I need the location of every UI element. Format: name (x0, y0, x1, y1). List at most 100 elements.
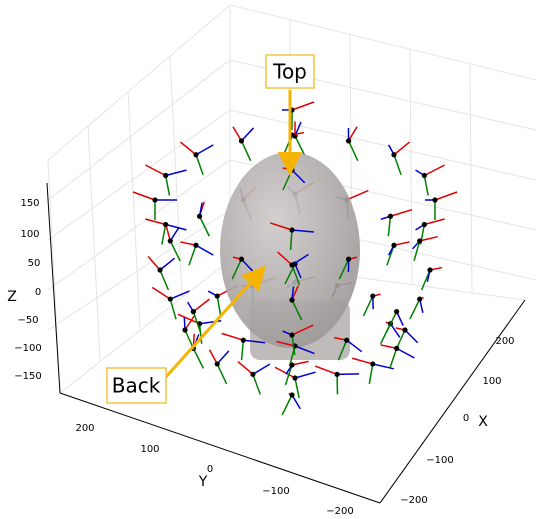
cam-axis (160, 258, 175, 270)
z-tick-label: 150 (20, 198, 39, 209)
cam-center (292, 375, 297, 380)
x-tick-label: −100 (426, 455, 453, 466)
cam-axis (166, 224, 187, 229)
cam-center (250, 372, 255, 377)
cam-center (289, 392, 294, 397)
axis-label: Z (7, 289, 17, 305)
cam-axis (189, 245, 196, 265)
cam-center (193, 152, 198, 157)
cam-axis (145, 165, 165, 176)
cam-center (391, 243, 396, 248)
cam-axis (253, 374, 260, 394)
y-tick-label: 100 (140, 444, 159, 455)
cam-axis (241, 128, 253, 141)
cam-axis (285, 365, 292, 385)
cam-center (427, 267, 432, 272)
cam-center (239, 138, 244, 143)
cam-axis (435, 192, 457, 200)
cam-axis (363, 296, 372, 316)
cam-center (432, 197, 437, 202)
cam-center (346, 138, 351, 143)
cam-center (370, 361, 375, 366)
cam-center (394, 309, 399, 314)
cam-axis (390, 348, 397, 368)
cam-center (402, 327, 407, 332)
cam-axis (217, 364, 226, 384)
cam-center (163, 173, 168, 178)
cam-center (289, 362, 294, 367)
cam-axis (241, 141, 250, 161)
cam-axis (390, 210, 411, 217)
x-tick-label: −200 (400, 495, 427, 506)
cam-axis (424, 176, 428, 196)
cam-axis (196, 145, 213, 155)
cam-axis (337, 374, 359, 375)
cam-axis (349, 141, 358, 161)
cam-center (241, 338, 246, 343)
plot: Top Back Z Y X 150100500−50−100−15020010… (0, 0, 536, 519)
z-tick-label: −50 (17, 315, 38, 326)
head (220, 152, 360, 360)
axis-line (60, 393, 380, 503)
cam-axis (238, 362, 253, 375)
cam-axis (369, 364, 372, 384)
z-tick-label: 0 (35, 287, 41, 298)
cam-center (346, 257, 351, 262)
cam-center (289, 262, 294, 267)
cam-center (289, 332, 294, 337)
cam-center (388, 214, 393, 219)
z-tick-label: 50 (28, 258, 41, 269)
cam-center (157, 267, 162, 272)
z-tick-label: −150 (14, 371, 41, 382)
cam-center (422, 173, 427, 178)
cam-axis (292, 102, 314, 110)
cam-axis (170, 291, 189, 299)
cam-axis (217, 296, 220, 316)
cam-center (215, 293, 220, 298)
cam-axis (352, 358, 373, 364)
cam-axis (162, 224, 166, 244)
cam-center (197, 214, 202, 219)
cam-axis (193, 299, 209, 311)
annotation: Back (112, 374, 161, 398)
cam-axis (133, 192, 155, 200)
cam-axis (295, 372, 316, 378)
axis-line (47, 183, 60, 393)
cam-center (193, 243, 198, 248)
cam-axis (347, 191, 369, 200)
cam-center (394, 346, 399, 351)
cam-axis (166, 176, 170, 196)
cam-axis (424, 165, 444, 176)
cam-axis (295, 378, 299, 398)
cam-axis (196, 245, 213, 255)
y-tick-label: 200 (75, 423, 94, 434)
cam-center (334, 372, 339, 377)
cam-center (182, 327, 187, 332)
cam-center (344, 338, 349, 343)
cam-axis (397, 348, 415, 358)
cam-center (417, 296, 422, 301)
x-tick-label: 0 (463, 413, 469, 424)
cam-axis (170, 299, 176, 319)
cam-center (215, 361, 220, 366)
cam-axis (200, 216, 210, 236)
cam-center (163, 222, 168, 227)
cam-axis (193, 348, 203, 368)
cam-axis (217, 351, 229, 364)
cam-axis (253, 364, 270, 374)
y-tick-label: −100 (262, 486, 289, 497)
cam-center (417, 238, 422, 243)
z-tick-label: −100 (14, 343, 41, 354)
cam-axis (388, 216, 390, 236)
cam-center (370, 293, 375, 298)
x-tick-label: 200 (495, 336, 514, 347)
cam-center (168, 296, 173, 301)
cam-axis (387, 312, 397, 332)
cam-center (152, 197, 157, 202)
axis-line (380, 300, 525, 503)
cam-axis (160, 270, 168, 290)
cam-axis (196, 155, 203, 175)
cam-axis (315, 366, 337, 374)
cam-axis (180, 142, 196, 155)
cam-axis (405, 330, 418, 343)
